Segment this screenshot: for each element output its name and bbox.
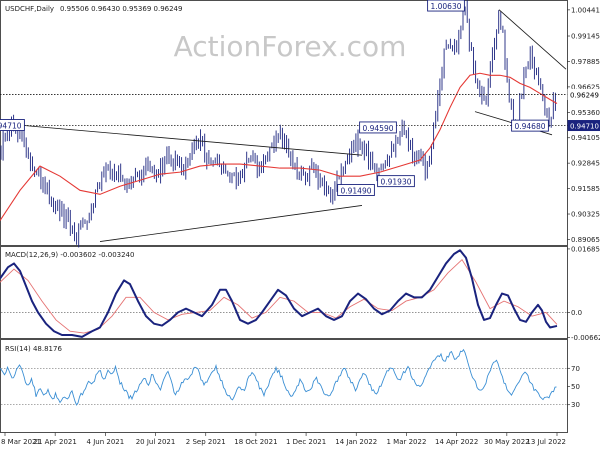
macd-tick-label: 0.0 bbox=[571, 309, 582, 317]
price-marker-label: 0.94710 bbox=[570, 123, 599, 131]
rsi-tick-label: 50 bbox=[571, 383, 580, 391]
price-tick-label: 0.99145 bbox=[571, 33, 600, 41]
annotation-label: 0.94680 bbox=[514, 122, 545, 131]
annotation-box bbox=[377, 175, 415, 188]
macd-panel bbox=[0, 246, 568, 339]
x-tick-label: 14 Apr 2022 bbox=[435, 438, 478, 446]
rsi-panel bbox=[0, 339, 568, 433]
price-tick-label: 1.00441 bbox=[571, 6, 600, 14]
annotation-label: 0.91930 bbox=[380, 178, 411, 187]
x-tick-label: 18 Oct 2021 bbox=[234, 438, 277, 446]
rsi-line bbox=[0, 348, 557, 406]
price-tick-label: 0.90325 bbox=[571, 211, 600, 219]
macd-line bbox=[0, 249, 558, 338]
price-tick-label: 0.89065 bbox=[571, 236, 600, 244]
y-axes: 1.00441 0.99145 0.97885 0.96625 0.95360 0.941… bbox=[567, 6, 600, 409]
x-tick-label: 14 Jan 2022 bbox=[335, 438, 377, 446]
price-tick-label: 0.91585 bbox=[571, 185, 600, 193]
x-tick-label: 30 May 2022 bbox=[484, 438, 530, 446]
x-tick-label: 20 Jul 2021 bbox=[136, 438, 176, 446]
symbol-title: USDCHF,Daily bbox=[5, 5, 54, 13]
price-marker-box bbox=[567, 88, 600, 100]
price-marker-box bbox=[567, 120, 600, 132]
annotation-box bbox=[0, 119, 25, 131]
trendline-wedge-lower bbox=[99, 205, 363, 242]
price-tick-label: 0.96625 bbox=[571, 83, 600, 91]
x-tick-label: 13 Jul 2022 bbox=[526, 438, 566, 446]
annotation-box bbox=[511, 119, 549, 132]
macd-title: MACD(12,26,9) -0.003602 -0.003240 bbox=[5, 251, 134, 259]
trendline-wedge-upper bbox=[23, 125, 363, 156]
trendline-falling-upper bbox=[498, 9, 567, 70]
annotation-label: 0.94710 bbox=[0, 122, 22, 131]
rsi-layer bbox=[0, 348, 567, 406]
macd-layer bbox=[0, 249, 567, 338]
price-tick-label: 0.97885 bbox=[571, 58, 600, 66]
price-tick-label: 0.95360 bbox=[571, 109, 600, 117]
rsi-tick-label: 30 bbox=[571, 401, 580, 409]
annotation-label: 0.91490 bbox=[340, 187, 371, 196]
x-tick-label: 4 Jun 2021 bbox=[87, 438, 125, 446]
annotation-box bbox=[337, 184, 375, 196]
price-tick-label: 0.94105 bbox=[571, 134, 600, 142]
annotation-box bbox=[427, 0, 465, 12]
x-tick-label: 1 Mar 2022 bbox=[386, 438, 426, 446]
ohlc-header: 0.95506 0.96430 0.95369 0.96249 bbox=[60, 5, 182, 13]
price-tick-label: 0.92845 bbox=[571, 160, 600, 168]
moving-average-line bbox=[0, 72, 558, 221]
x-tick-label: 21 Apr 2021 bbox=[34, 438, 77, 446]
x-tick-label: 8 Mar 2021 bbox=[1, 438, 41, 446]
macd-tick-label: -0.006629 bbox=[571, 334, 600, 342]
rsi-title: RSI(14) 48.8176 bbox=[5, 345, 62, 353]
annotation-box bbox=[359, 121, 397, 134]
watermark-text: ActionForex.com bbox=[174, 30, 407, 63]
price-layer: 1.00630 0.94590 0.91930 0.91490 0.94710 0.946… bbox=[0, 0, 568, 248]
x-tick-label: 1 Dec 2021 bbox=[286, 438, 326, 446]
annotation-label: 0.94590 bbox=[362, 124, 393, 133]
x-tick-label: 2 Sep 2021 bbox=[186, 438, 226, 446]
annotation-label: 1.00630 bbox=[430, 2, 461, 11]
rsi-tick-label: 70 bbox=[571, 365, 580, 373]
macd-tick-label: 0.016855 bbox=[571, 245, 600, 253]
price-marker-label: 0.96249 bbox=[570, 91, 599, 99]
price-header: USDCHF,Daily 0.95506 0.96430 0.95369 0.9… bbox=[5, 5, 182, 13]
